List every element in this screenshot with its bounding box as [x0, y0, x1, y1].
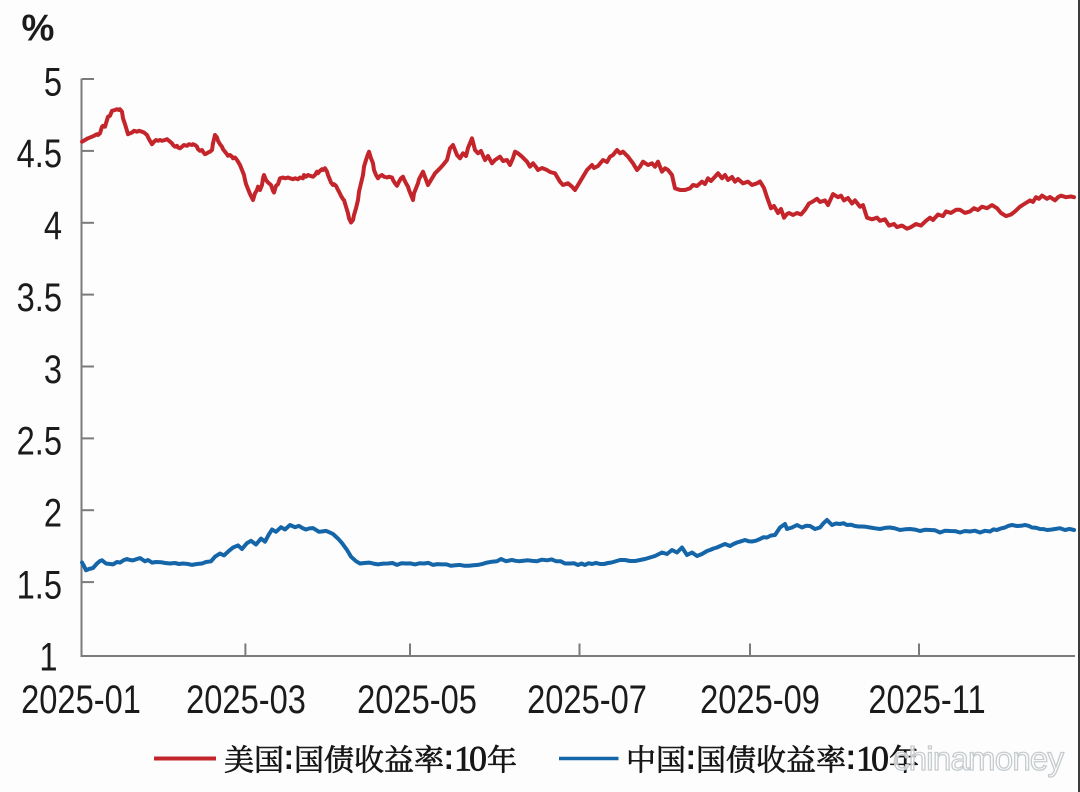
svg-text:%: %	[22, 8, 55, 49]
svg-text:1: 1	[39, 634, 57, 679]
svg-text:10: 10	[856, 739, 889, 779]
svg-text:5: 5	[44, 59, 62, 104]
svg-text:2025-09: 2025-09	[700, 677, 820, 722]
svg-text:1.5: 1.5	[17, 562, 62, 607]
svg-text:4.5: 4.5	[17, 131, 62, 176]
svg-text:chinamoney: chinamoney	[893, 740, 1065, 777]
svg-text:4: 4	[44, 203, 62, 248]
svg-text:2.5: 2.5	[17, 419, 62, 464]
svg-text:2: 2	[44, 490, 62, 535]
svg-text:2025-07: 2025-07	[527, 677, 647, 722]
svg-text:2025-11: 2025-11	[868, 677, 985, 722]
svg-text:2025-05: 2025-05	[357, 677, 477, 722]
svg-text:chinamoney: chinamoney	[893, 740, 1065, 777]
svg-text:3: 3	[44, 347, 62, 392]
svg-text:3.5: 3.5	[17, 275, 62, 320]
svg-text:2025-01: 2025-01	[21, 677, 141, 722]
svg-text:10: 10	[454, 739, 487, 779]
svg-text:2025-03: 2025-03	[186, 677, 306, 722]
